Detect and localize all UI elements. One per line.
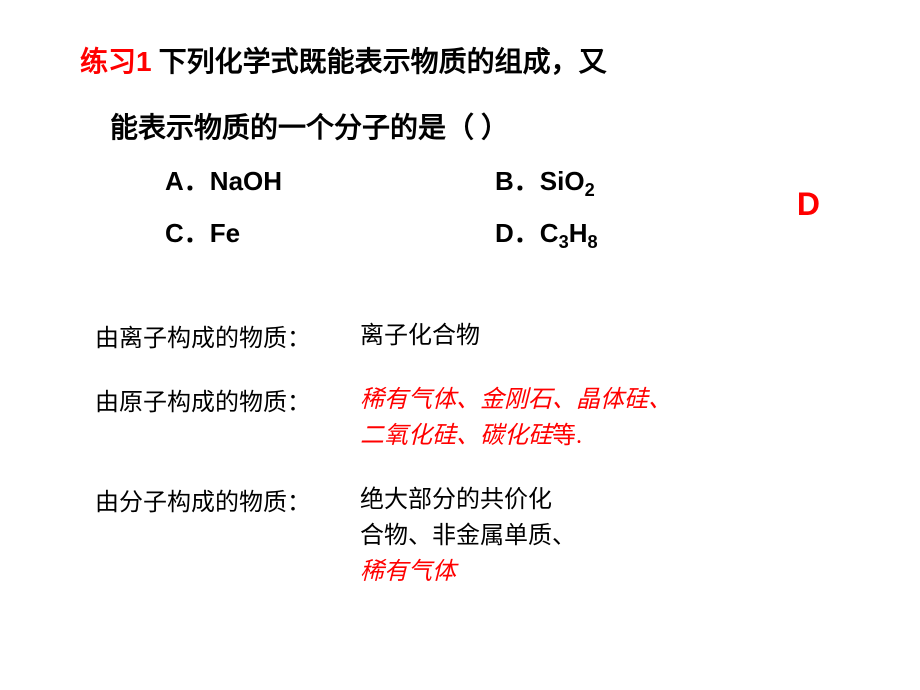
answer-letter: D (797, 186, 820, 223)
option-row-1: A．NaOH B．SiO2 (165, 161, 870, 201)
options-container: A．NaOH B．SiO2 C．Fe D．C3H8 D (50, 161, 870, 253)
atom-content: 稀有气体、金刚石、晶体硅、 二氧化硅、碳化硅等. (360, 382, 672, 454)
option-d: D．C3H8 (495, 213, 598, 253)
definition-atom: 由原子构成的物质： 稀有气体、金刚石、晶体硅、 二氧化硅、碳化硅等. (95, 382, 870, 454)
question-header: 练习1 下列化学式既能表示物质的组成，又 (50, 40, 870, 86)
definition-molecule: 由分子构成的物质： 绝大部分的共价化 合物、非金属单质、 稀有气体 (95, 482, 870, 590)
ion-content: 离子化合物 (360, 318, 480, 354)
option-row-2: C．Fe D．C3H8 (165, 213, 870, 253)
molecule-content: 绝大部分的共价化 合物、非金属单质、 稀有气体 (360, 482, 576, 590)
exercise-number: 1 (136, 46, 152, 77)
option-c: C．Fe (165, 213, 495, 253)
molecule-label: 由分子构成的物质： (95, 482, 360, 517)
option-b: B．SiO2 (495, 161, 595, 201)
atom-label: 由原子构成的物质： (95, 382, 360, 417)
definition-ion: 由离子构成的物质： 离子化合物 (95, 318, 870, 354)
exercise-label: 练习 (80, 47, 136, 78)
question-line2: 能表示物质的一个分子的是（ ） (50, 106, 870, 146)
option-a: A．NaOH (165, 161, 495, 201)
definitions-section: 由离子构成的物质： 离子化合物 由原子构成的物质： 稀有气体、金刚石、晶体硅、 … (50, 318, 870, 590)
question-line1: 下列化学式既能表示物质的组成，又 (152, 47, 607, 78)
ion-label: 由离子构成的物质： (95, 318, 360, 353)
